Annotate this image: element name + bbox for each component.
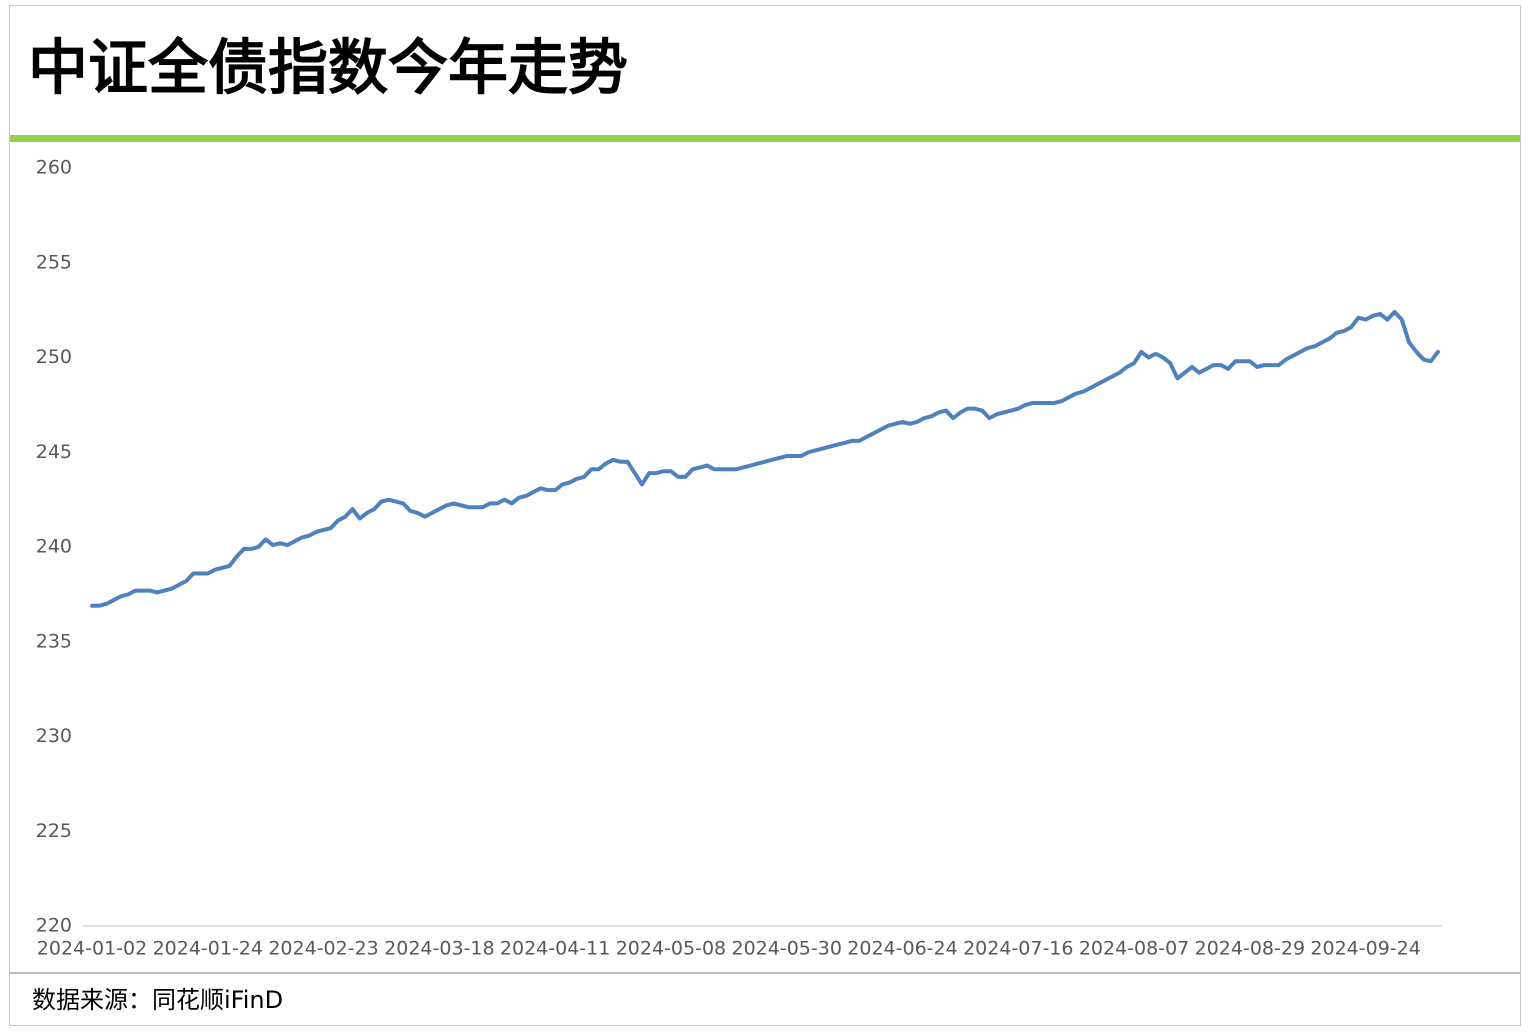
x-tick-label: 2024-08-29 <box>1195 938 1305 960</box>
x-tick-label: 2024-07-16 <box>963 938 1073 960</box>
y-tick-label: 245 <box>36 441 72 463</box>
source-note: 数据来源：同花顺iFinD <box>32 986 283 1014</box>
x-tick-label: 2024-02-23 <box>268 938 378 960</box>
x-tick-label: 2024-01-24 <box>153 938 263 960</box>
title-rule <box>10 135 1520 142</box>
x-tick-label: 2024-03-18 <box>384 938 494 960</box>
y-tick-label: 255 <box>36 251 72 273</box>
y-tick-label: 250 <box>36 346 72 368</box>
frame <box>9 5 1521 1026</box>
x-tick-label: 2024-05-30 <box>731 938 841 960</box>
x-tick-label: 2024-06-24 <box>847 938 957 960</box>
chart-title: 中证全债指数今年走势 <box>28 34 628 104</box>
x-tick-label: 2024-08-07 <box>1079 938 1189 960</box>
y-tick-label: 230 <box>36 725 72 747</box>
x-tick-label: 2024-01-02 <box>37 938 147 960</box>
x-tick-label: 2024-05-08 <box>616 938 726 960</box>
y-tick-label: 220 <box>36 915 72 937</box>
data-line <box>90 310 1440 608</box>
y-tick-label: 235 <box>36 630 72 652</box>
x-tick-label: 2024-04-11 <box>500 938 610 960</box>
y-tick-label: 225 <box>36 820 72 842</box>
y-tick-label: 260 <box>36 157 72 179</box>
y-tick-label: 240 <box>36 536 72 558</box>
x-tick-label: 2024-09-24 <box>1310 938 1420 960</box>
